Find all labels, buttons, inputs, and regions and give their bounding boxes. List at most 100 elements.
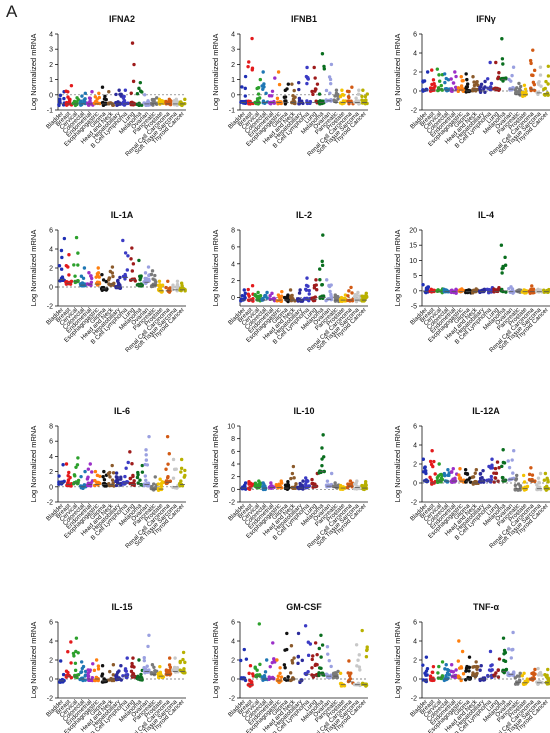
- data-point: [473, 672, 478, 677]
- data-point: [525, 484, 530, 489]
- data-point: [497, 71, 501, 75]
- data-point: [107, 470, 112, 475]
- data-point: [421, 80, 425, 84]
- data-point: [361, 299, 365, 303]
- data-point: [479, 82, 484, 86]
- data-point: [313, 641, 318, 645]
- y-tick-label: -2: [47, 500, 53, 507]
- data-point: [290, 471, 295, 476]
- data-point: [153, 273, 157, 278]
- data-point: [449, 669, 454, 674]
- data-point: [513, 682, 518, 686]
- y-tick-label: 2: [413, 70, 417, 77]
- data-point: [305, 65, 309, 70]
- data-point: [74, 235, 79, 240]
- data-point: [355, 664, 359, 668]
- data-point: [460, 79, 464, 83]
- data-point: [248, 678, 252, 683]
- data-point: [543, 93, 547, 97]
- data-point: [111, 103, 115, 107]
- data-point: [355, 293, 359, 297]
- y-tick-label: 1: [49, 77, 53, 84]
- data-point: [436, 474, 441, 478]
- data-point: [510, 648, 514, 652]
- data-point: [89, 280, 94, 284]
- data-point: [114, 100, 118, 105]
- data-point: [95, 473, 100, 478]
- data-point: [125, 656, 129, 660]
- data-point: [437, 73, 441, 77]
- data-point: [140, 470, 145, 474]
- data-point: [290, 82, 294, 86]
- data-point: [464, 669, 468, 673]
- data-point: [251, 674, 256, 678]
- data-point: [305, 276, 309, 280]
- data-point: [116, 279, 120, 283]
- data-point: [538, 471, 543, 476]
- data-point: [496, 75, 501, 79]
- data-point: [329, 62, 334, 67]
- data-point: [322, 455, 326, 459]
- data-point: [444, 663, 448, 667]
- data-point: [450, 480, 454, 484]
- data-point: [159, 481, 164, 486]
- data-point: [503, 659, 508, 664]
- data-point: [449, 470, 454, 474]
- data-point: [533, 672, 537, 676]
- data-point: [73, 668, 78, 673]
- data-point: [247, 60, 251, 64]
- y-tick-label: 2: [231, 278, 235, 285]
- data-point: [509, 79, 513, 83]
- data-point: [512, 670, 516, 674]
- y-tick-label: 6: [413, 32, 417, 39]
- y-tick-label: 10: [409, 258, 417, 265]
- data-point: [297, 291, 302, 295]
- data-point: [158, 285, 163, 289]
- data-point: [93, 469, 98, 474]
- data-point: [90, 675, 95, 680]
- data-point: [157, 487, 162, 492]
- data-point: [497, 657, 502, 661]
- data-point: [130, 661, 134, 666]
- data-point: [164, 668, 169, 672]
- data-point: [424, 679, 429, 684]
- data-point: [73, 661, 78, 665]
- data-point: [347, 674, 352, 678]
- data-point: [79, 274, 84, 278]
- data-point: [97, 275, 101, 279]
- data-point: [500, 57, 505, 61]
- data-point: [459, 477, 463, 482]
- data-point: [513, 487, 517, 491]
- data-point: [503, 650, 508, 655]
- data-point: [300, 658, 304, 663]
- data-point: [511, 65, 516, 69]
- data-point: [542, 288, 546, 292]
- data-point: [276, 674, 281, 678]
- data-point: [454, 668, 458, 672]
- data-point: [66, 90, 70, 94]
- data-point: [139, 483, 144, 487]
- data-point: [239, 297, 243, 302]
- data-point: [93, 478, 97, 483]
- y-tick-label: 0: [49, 92, 53, 99]
- data-point: [310, 657, 314, 662]
- y-tick-label: -2: [229, 500, 235, 507]
- data-point: [82, 266, 87, 270]
- data-point: [74, 649, 78, 654]
- data-point: [100, 85, 105, 89]
- data-point: [158, 664, 162, 669]
- data-point: [276, 70, 281, 74]
- data-point: [447, 473, 451, 478]
- data-point: [313, 76, 317, 80]
- data-point: [318, 267, 322, 271]
- data-point: [150, 98, 155, 102]
- data-point: [164, 285, 168, 290]
- data-point: [546, 74, 550, 78]
- y-tick-label: 0: [413, 481, 417, 488]
- data-point: [270, 660, 274, 665]
- data-point: [137, 658, 141, 662]
- data-point: [60, 275, 65, 279]
- data-point: [137, 258, 141, 263]
- data-point: [122, 94, 126, 99]
- data-point: [487, 668, 492, 672]
